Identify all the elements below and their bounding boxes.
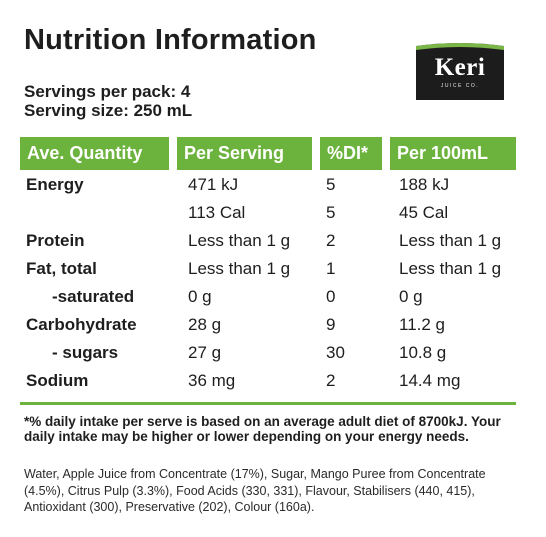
- page-title: Nutrition Information: [24, 24, 317, 56]
- daily-intake-value: 5: [326, 203, 336, 222]
- per-serving-value: 113 Cal: [188, 203, 246, 222]
- table-row-sugars: - sugars 27 g 30 10.8 g: [0, 343, 546, 369]
- daily-intake-value: 1: [326, 259, 336, 278]
- per-serving-value: 471 kJ: [188, 175, 239, 194]
- logo-tagline: JUICE CO.: [440, 83, 480, 89]
- per-serving-value: 0 g: [188, 287, 212, 306]
- daily-intake-value: 0: [326, 287, 336, 306]
- serving-size: Serving size: 250 mL: [24, 101, 193, 120]
- per-serving-value: 27 g: [188, 343, 222, 362]
- table-row-sodium: Sodium 36 mg 2 14.4 mg: [0, 371, 546, 397]
- per-100ml-value: Less than 1 g: [399, 259, 502, 278]
- table-row-energy-cal: 113 Cal 5 45 Cal: [0, 203, 546, 229]
- table-row-protein: Protein Less than 1 g 2 Less than 1 g: [0, 231, 546, 257]
- per-serving-value: 28 g: [188, 315, 222, 334]
- per-100ml-value: 10.8 g: [399, 343, 447, 362]
- daily-intake-value: 30: [326, 343, 345, 362]
- daily-intake-value: 9: [326, 315, 336, 334]
- per-100ml-value: 0 g: [399, 287, 423, 306]
- daily-intake-value: 2: [326, 371, 336, 390]
- daily-intake-footnote: *% daily intake per serve is based on an…: [24, 414, 501, 444]
- header-per-serving: Per Serving: [177, 137, 312, 170]
- table-bottom-rule: [20, 402, 516, 405]
- per-100ml-value: 188 kJ: [399, 175, 450, 194]
- logo-brand-name: Keri: [434, 54, 486, 81]
- header-per-100ml: Per 100mL: [390, 137, 516, 170]
- per-100ml-value: 14.4 mg: [399, 371, 461, 390]
- header-ave-quantity: Ave. Quantity: [20, 137, 169, 170]
- per-100ml-value: 45 Cal: [399, 203, 449, 222]
- per-100ml-value: 11.2 g: [399, 315, 446, 334]
- per-serving-value: Less than 1 g: [188, 231, 291, 250]
- daily-intake-value: 2: [326, 231, 336, 250]
- logo-badge-graphic: [416, 43, 504, 100]
- brand-logo: Keri JUICE CO.: [416, 42, 504, 100]
- per-serving-value: Less than 1 g: [188, 259, 291, 278]
- nutrient-name: Fat, total: [26, 259, 97, 278]
- nutrient-name: Energy: [26, 175, 84, 194]
- ingredients-list: Water, Apple Juice from Concentrate (17%…: [24, 467, 486, 514]
- per-100ml-value: Less than 1 g: [399, 231, 502, 250]
- table-row-energy-kj: Energy 471 kJ 5 188 kJ: [0, 175, 546, 201]
- table-row-fat-total: Fat, total Less than 1 g 1 Less than 1 g: [0, 259, 546, 285]
- nutrient-name: Carbohydrate: [26, 315, 137, 334]
- per-serving-value: 36 mg: [188, 371, 236, 390]
- servings-per-pack: Servings per pack: 4: [24, 82, 191, 101]
- daily-intake-value: 5: [326, 175, 336, 194]
- table-row-carbohydrate: Carbohydrate 28 g 9 11.2 g: [0, 315, 546, 341]
- nutrient-name: -saturated: [52, 287, 135, 306]
- nutrient-name: - sugars: [52, 343, 119, 362]
- table-row-saturated: -saturated 0 g 0 0 g: [0, 287, 546, 313]
- nutrient-name: Sodium: [26, 371, 89, 390]
- nutrient-name: Protein: [26, 231, 85, 250]
- header-percent-di: %DI*: [320, 137, 382, 170]
